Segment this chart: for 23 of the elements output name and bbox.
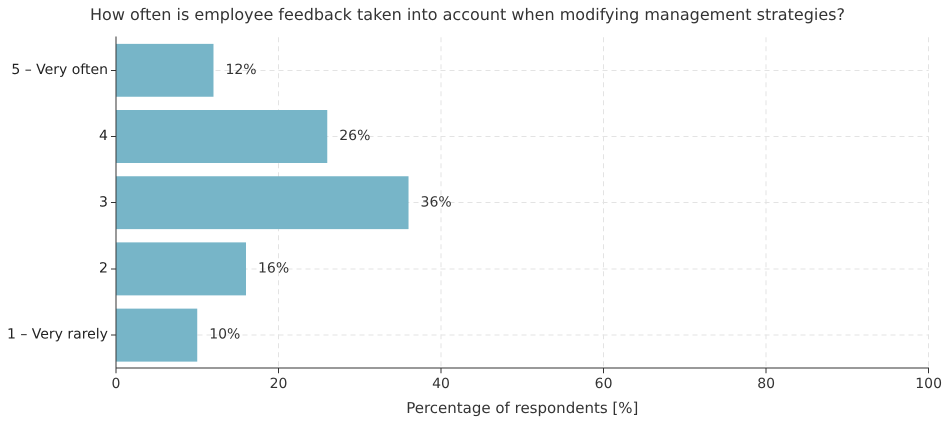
- x-tick-label: 40: [432, 376, 450, 392]
- y-tick-label: 1 – Very rarely: [6, 326, 108, 343]
- y-tick-label: 4: [99, 128, 108, 144]
- bar: [116, 176, 409, 230]
- data-label: 36%: [420, 194, 452, 210]
- bar: [116, 308, 198, 362]
- y-tick-label: 5 – Very often: [11, 62, 108, 78]
- x-tick-label: 100: [915, 376, 942, 392]
- data-label: 16%: [258, 260, 290, 277]
- data-label: 26%: [339, 128, 370, 144]
- data-label: 10%: [209, 326, 240, 343]
- bar: [116, 242, 246, 296]
- x-axis-title: Percentage of respondents [%]: [406, 398, 638, 417]
- x-tick-label: 60: [594, 376, 612, 392]
- y-tick-label: 3: [99, 194, 108, 210]
- y-tick-label: 2: [99, 260, 108, 277]
- chart-title: How often is employee feedback taken into account when modifying management strategies?: [90, 4, 845, 24]
- data-label: 12%: [225, 62, 257, 78]
- x-tick-label: 0: [112, 376, 120, 392]
- bar: [116, 110, 328, 163]
- bar: [116, 44, 214, 97]
- x-tick-label: 20: [270, 376, 288, 392]
- x-tick-label: 80: [757, 376, 776, 392]
